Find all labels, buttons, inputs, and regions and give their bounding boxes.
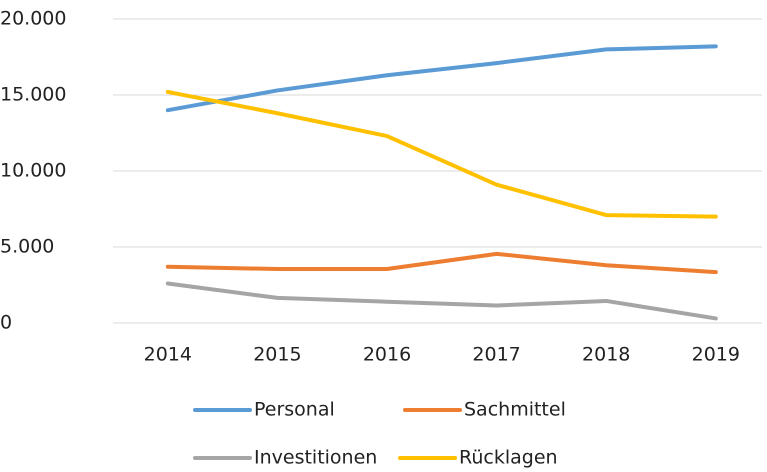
series-line	[165, 281, 718, 321]
y-tick-label: 15.000	[0, 84, 66, 106]
y-tick-label: 0	[0, 312, 12, 334]
legend-label: Rücklagen	[459, 447, 558, 469]
series-line	[165, 251, 718, 275]
legend-label: Investitionen	[254, 447, 377, 469]
x-tick-label: 2015	[253, 344, 301, 366]
x-tick-label: 2014	[144, 344, 192, 366]
series-line	[165, 89, 718, 219]
legend-label: Personal	[254, 399, 335, 421]
series-line	[165, 44, 718, 113]
x-tick-label: 2016	[363, 344, 411, 366]
x-tick-label: 2018	[582, 344, 630, 366]
y-tick-label: 20.000	[0, 8, 66, 30]
x-tick-label: 2017	[472, 344, 520, 366]
y-tick-label: 5.000	[0, 236, 54, 258]
legend-label: Sachmittel	[464, 399, 566, 421]
x-tick-label: 2019	[692, 344, 740, 366]
y-tick-label: 10.000	[0, 160, 66, 182]
